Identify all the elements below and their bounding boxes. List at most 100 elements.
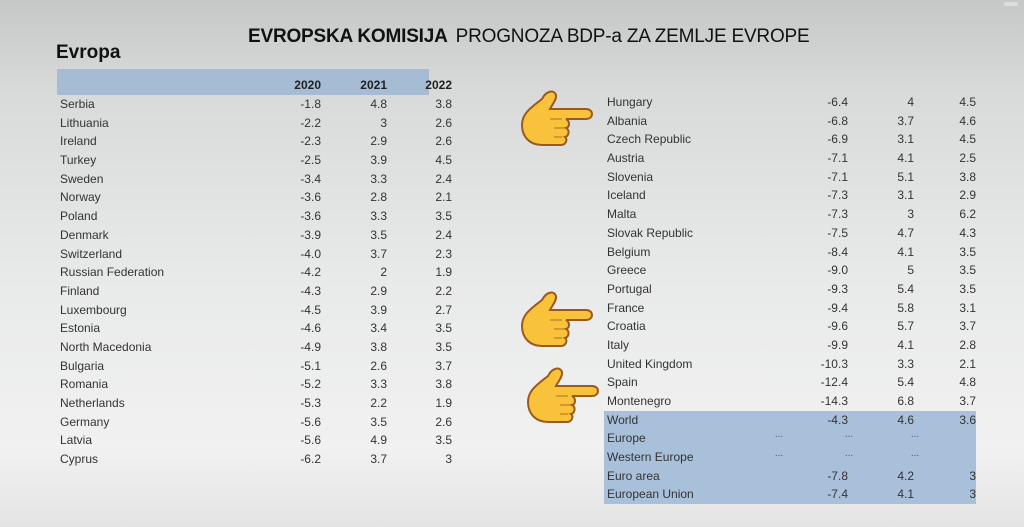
value-2021: 3.9 (370, 153, 387, 168)
value-2020: -9.4 (827, 300, 848, 315)
aggregate-row: European Union -7.4 4.1 3 (604, 485, 976, 505)
value-2021: 3 (380, 115, 387, 130)
table-row: Slovenia -7.1 5.1 3.8 (604, 168, 976, 187)
country-name: Denmark (60, 227, 109, 242)
value-2020: -14.3 (820, 394, 848, 408)
value-2022: 2.9 (959, 188, 976, 203)
value-2022: 3.8 (435, 97, 452, 111)
value-2020: ... (774, 429, 784, 441)
table-header: 2020 2021 2022 (57, 69, 452, 95)
table-row: Romania -5.2 3.3 3.8 (57, 375, 452, 394)
country-name: Lithuania (60, 115, 109, 130)
table-row: Lithuania -2.2 3 2.6 (57, 114, 452, 133)
country-name: Montenegro (607, 394, 672, 408)
country-name: Czech Republic (607, 132, 692, 147)
value-2022: 2.8 (959, 337, 976, 352)
table-row: North Macedonia -4.9 3.8 3.5 (57, 338, 452, 357)
value-2021: 3.3 (370, 171, 387, 186)
value-2020: -9.3 (827, 281, 848, 296)
country-name: Euro area (607, 468, 660, 483)
value-2020: -3.9 (300, 227, 321, 242)
value-2022: 3.5 (435, 339, 452, 354)
table-row: Estonia -4.6 3.4 3.5 (57, 319, 452, 338)
table-row: Hungary -6.4 4 4.5 (604, 93, 976, 112)
table-row: Montenegro -14.3 6.8 3.7 (604, 392, 976, 411)
table-row: Spain -12.4 5.4 4.8 (604, 373, 976, 392)
value-2022: 2.4 (435, 171, 452, 186)
country-name: Netherlands (60, 396, 125, 410)
aggregate-row: Western Europe......... (604, 448, 976, 467)
value-2020: -4.3 (827, 412, 848, 427)
country-name: Portugal (607, 281, 652, 296)
value-2021: 4.7 (897, 225, 914, 240)
value-2022: 2.6 (435, 414, 452, 429)
value-2021: 4.9 (370, 433, 387, 448)
value-2021: 3.7 (370, 452, 387, 467)
table-row: Albania -6.8 3.7 4.6 (604, 112, 976, 131)
value-2020: -4.0 (300, 246, 321, 261)
value-2021: 3.5 (370, 227, 387, 242)
value-2021: 3.8 (370, 339, 387, 354)
value-2022: 2.3 (435, 246, 452, 261)
country-name: France (607, 300, 645, 315)
country-name: Latvia (60, 433, 93, 448)
country-name: Western Europe (607, 450, 694, 465)
value-2021: 4.1 (897, 487, 914, 502)
country-name: North Macedonia (60, 339, 152, 354)
title-regular: PROGNOZA BDP-a ZA ZEMLJE EVROPE (455, 26, 810, 47)
value-2020: -5.1 (300, 358, 321, 373)
value-2020: -10.3 (820, 356, 848, 371)
section-subtitle: Evropa (56, 42, 121, 63)
value-2021: 4.8 (370, 97, 387, 111)
country-name: United Kingdom (607, 356, 693, 371)
country-name: European Union (607, 487, 694, 502)
country-name: Sweden (60, 171, 104, 186)
value-2021: 3 (907, 207, 914, 222)
aggregate-row: World -4.3 4.6 3.6 (604, 410, 976, 430)
aggregate-table-body: World -4.3 4.6 3.6 Europe......... Western Eu… (604, 410, 976, 505)
value-2021: 2.9 (370, 134, 387, 149)
table-row: Serbia -1.8 4.8 3.8 (57, 95, 452, 114)
column-header-2022: 2022 (425, 78, 452, 92)
table-row: France -9.4 5.8 3.1 (604, 299, 976, 318)
country-name: Hungary (607, 95, 653, 109)
corner-mark (1004, 2, 1018, 6)
country-name: Cyprus (60, 452, 99, 467)
table-row: Greece -9.0 5 3.5 (604, 261, 976, 280)
value-2020: -9.6 (827, 319, 848, 334)
value-2021: 3.3 (897, 356, 914, 371)
right-table-body: Hungary -6.4 4 4.5 Albania -6.8 3.7 4.6 Czech Re… (604, 93, 976, 411)
table-row: Netherlands -5.3 2.2 1.9 (57, 394, 452, 413)
country-name: Spain (607, 375, 638, 390)
value-2020: -5.6 (300, 414, 321, 429)
value-2021: 2.6 (370, 358, 387, 373)
table-row: Latvia -5.6 4.9 3.5 (57, 431, 452, 450)
country-name: Europe (607, 431, 646, 446)
value-2020: -2.5 (300, 153, 321, 168)
value-2021: 3.7 (370, 246, 387, 261)
value-2020: -4.3 (300, 283, 321, 298)
country-name: Bulgaria (60, 358, 105, 373)
value-2022: 4.5 (959, 132, 976, 147)
value-2021: 3.1 (897, 188, 914, 203)
value-2020: -6.4 (827, 95, 848, 109)
value-2021: 2.8 (370, 190, 387, 205)
value-2021: 2 (380, 265, 387, 280)
value-2021: 3.9 (370, 302, 387, 317)
aggregate-row: Euro area -7.8 4.2 3 (604, 466, 976, 486)
value-2020: -5.3 (300, 396, 321, 410)
country-name: Luxembourg (60, 302, 127, 317)
country-name: Albania (607, 113, 648, 128)
value-2022: 4.5 (435, 153, 452, 168)
value-2021: 3.7 (897, 113, 914, 128)
table-row: Russian Federation -4.2 2 1.9 (57, 263, 452, 282)
country-name: World (607, 412, 639, 427)
country-name: Slovenia (607, 169, 654, 184)
value-2022: 2.5 (959, 151, 976, 166)
value-2022: 3 (969, 487, 976, 502)
value-2022: 3.8 (435, 377, 452, 392)
value-2020: -2.2 (300, 115, 321, 130)
value-2021: 5.1 (897, 169, 914, 184)
table-row: Malta -7.3 3 6.2 (604, 205, 976, 224)
country-name: Croatia (607, 319, 646, 334)
